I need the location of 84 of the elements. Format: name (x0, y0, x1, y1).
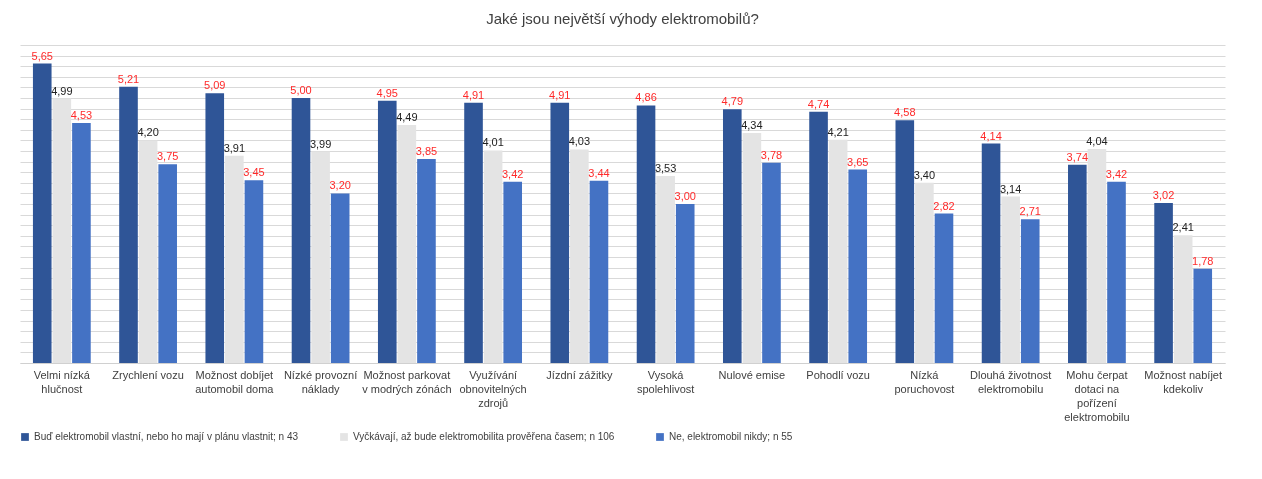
x-tick-label: Možnost parkovat v modrých zónách (362, 368, 452, 395)
data-label: 3,42 (502, 167, 524, 180)
bar (72, 122, 91, 363)
x-tick-label: Vysoká spolehlivost (636, 368, 695, 395)
data-label: 3,14 (999, 182, 1022, 195)
data-label: 3,91 (223, 141, 246, 154)
data-label: 2,82 (933, 199, 955, 212)
bar (291, 98, 311, 363)
data-label: 3,78 (760, 148, 783, 161)
legend-label: Buď elektromobil vlastní, nebo ho mají v plánu vlastnit; n 43 (34, 431, 299, 442)
chart-title: Jaké jsou největší výhody elektromobilů? (486, 10, 759, 27)
x-tick-label: Zrychlení vozu (112, 368, 184, 381)
data-label: 2,71 (1019, 205, 1041, 218)
data-label: 4,79 (721, 95, 743, 108)
data-label: 4,91 (462, 88, 485, 101)
bar (1193, 268, 1213, 363)
x-tick-label: Dlouhá životnost elektromobilu (969, 368, 1052, 395)
data-label: 3,85 (415, 144, 438, 157)
data-label: 3,74 (1066, 150, 1089, 163)
data-label: 4,91 (549, 88, 571, 101)
data-label: 4,58 (894, 106, 916, 119)
x-tick-label: Možnost dobíjet automobil doma (195, 368, 275, 395)
data-label: 4,14 (980, 129, 1002, 142)
x-tick-label: Mohu čerpat dotaci na pořízení elektromobilu (1064, 368, 1130, 423)
bar (981, 143, 1001, 363)
bar (722, 109, 742, 363)
data-label: 3,65 (847, 155, 869, 168)
data-label: 3,42 (1105, 167, 1128, 180)
x-tick-label: Využívání obnovitelných zdrojů (459, 368, 527, 409)
data-label: 4,03 (568, 135, 591, 148)
data-label: 3,99 (309, 137, 332, 150)
data-label: 3,75 (156, 150, 179, 163)
data-label: 4,04 (1086, 134, 1108, 147)
data-label: 4,49 (396, 111, 418, 124)
bar (589, 180, 609, 363)
bar (809, 111, 828, 363)
data-label: 5,09 (204, 79, 226, 92)
bar (205, 93, 225, 363)
bar (330, 193, 350, 363)
bar (762, 162, 781, 363)
bar (32, 63, 52, 363)
x-tick-label: Nízké provozní náklady (283, 368, 358, 395)
bar (377, 100, 397, 363)
bar (550, 102, 570, 363)
x-tick-label: Jízdní zážitky (546, 368, 613, 381)
data-label: 5,65 (31, 49, 53, 62)
data-label: 4,53 (70, 108, 93, 121)
bar (503, 181, 523, 363)
bar (895, 120, 915, 363)
bar (1020, 219, 1040, 363)
legend-label: Ne, elektromobil nikdy; n 55 (669, 431, 793, 442)
data-label: 3,53 (654, 161, 677, 174)
data-label: 3,02 (1152, 188, 1175, 201)
data-label: 3,00 (674, 190, 696, 202)
data-label: 2,41 (1172, 221, 1194, 234)
x-tick-label: Velmi nízká hlučnost (33, 368, 91, 395)
data-label: 3,20 (329, 179, 351, 192)
bar (1068, 164, 1087, 363)
data-label: 3,45 (243, 166, 265, 179)
data-label: 5,21 (117, 72, 140, 85)
bar (934, 213, 954, 363)
data-label: 4,99 (51, 84, 73, 97)
bar (675, 204, 695, 363)
bar (636, 105, 656, 363)
data-label: 5,00 (290, 84, 312, 96)
bar (848, 169, 868, 363)
data-label: 4,86 (635, 91, 657, 104)
x-tick-label: Nulové emise (718, 368, 786, 381)
x-tick-label: Nízká poruchovost (894, 368, 955, 395)
bar (244, 180, 264, 363)
bar (417, 158, 436, 363)
bar (1107, 181, 1126, 363)
data-label: 1,78 (1192, 254, 1214, 267)
bar (119, 86, 138, 363)
data-label: 4,74 (807, 97, 830, 110)
bar (464, 102, 483, 363)
bar (1154, 202, 1173, 363)
x-tick-label: Možnost nabíjet kdekoliv (1144, 368, 1222, 395)
x-tick-label: Pohodlí vozu (806, 368, 870, 381)
data-label: 4,95 (376, 86, 398, 99)
data-label: 3,40 (913, 168, 936, 181)
data-label: 3,44 (588, 166, 610, 179)
bar (158, 164, 177, 363)
legend-label: Vyčkávají, až bude elektromobilita prověřena časem; n 106 (353, 431, 615, 442)
